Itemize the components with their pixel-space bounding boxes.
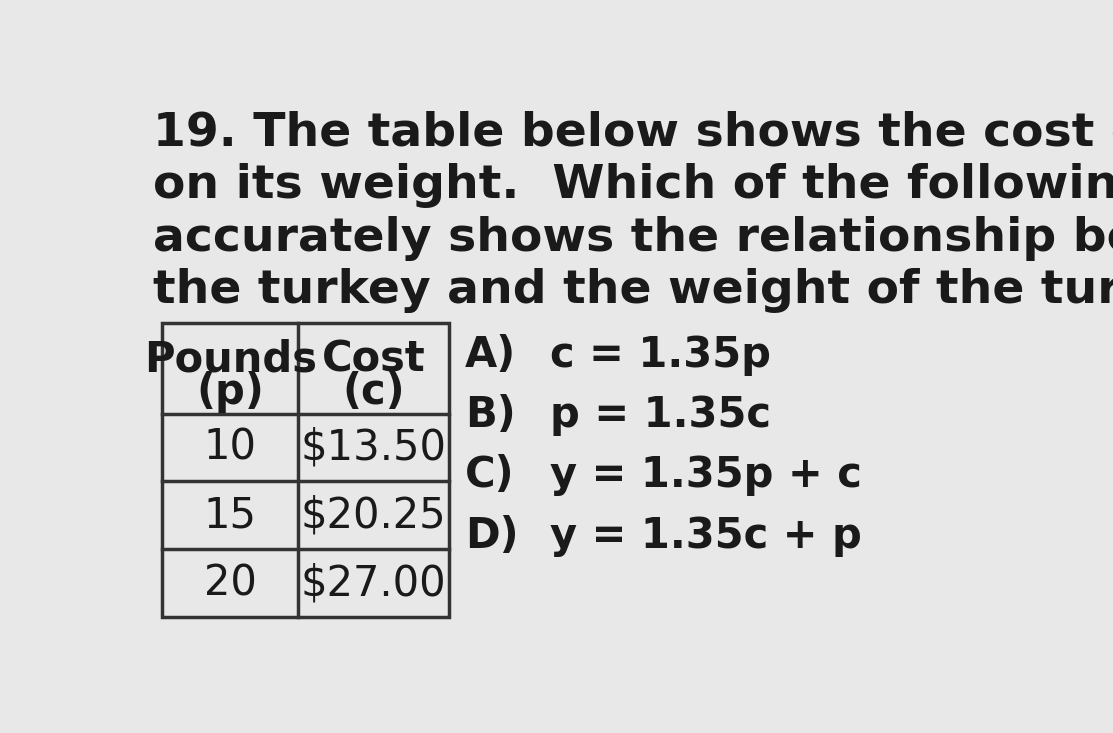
Bar: [162, 323, 450, 617]
Text: C): C): [464, 454, 514, 496]
Text: p = 1.35c: p = 1.35c: [550, 394, 771, 436]
Text: Cost: Cost: [322, 338, 425, 380]
Text: c = 1.35p: c = 1.35p: [550, 334, 771, 376]
Text: $27.00: $27.00: [301, 562, 446, 604]
Text: (p): (p): [196, 371, 264, 413]
Text: 10: 10: [204, 427, 257, 468]
Text: accurately shows the relationship between the co: accurately shows the relationship betwee…: [154, 216, 1113, 261]
Text: 15: 15: [204, 494, 257, 537]
Text: Pounds: Pounds: [144, 338, 317, 380]
Text: 20: 20: [204, 562, 257, 604]
Text: the turkey and the weight of the turkey in pounds: the turkey and the weight of the turkey …: [154, 268, 1113, 313]
Text: on its weight.  Which of the following equations: on its weight. Which of the following eq…: [154, 163, 1113, 208]
Text: 19. The table below shows the cost of a turkey ba: 19. The table below shows the cost of a …: [154, 111, 1113, 156]
Text: A): A): [464, 334, 515, 376]
Text: D): D): [464, 515, 519, 556]
Text: $20.25: $20.25: [301, 494, 446, 537]
Text: B): B): [464, 394, 515, 436]
Text: y = 1.35c + p: y = 1.35c + p: [550, 515, 861, 556]
Text: (c): (c): [343, 371, 405, 413]
Text: $13.50: $13.50: [301, 427, 446, 468]
Text: y = 1.35p + c: y = 1.35p + c: [550, 454, 861, 496]
